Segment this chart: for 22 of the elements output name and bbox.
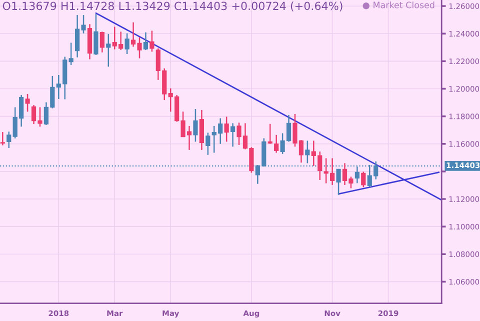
candlestick <box>6 130 12 149</box>
candlestick <box>193 108 198 142</box>
candlestick <box>206 132 210 156</box>
candlestick <box>25 93 30 112</box>
candlestick <box>224 116 229 142</box>
candlestick <box>199 109 204 151</box>
candlestick <box>124 32 130 55</box>
annotation: O1.13679 H1.14728 L1.13429 C1.14403 +0.00724 (+0.64%) <box>2 2 342 12</box>
candlestick <box>68 42 74 66</box>
candlestick <box>106 33 111 68</box>
candlestick <box>274 134 279 154</box>
candlestick <box>305 140 310 164</box>
candlestick <box>230 122 236 148</box>
candlestick <box>150 30 154 52</box>
annotation: ● Market Closed <box>362 2 434 10</box>
candlestick <box>361 171 366 188</box>
candlestick <box>94 13 98 56</box>
candlestick <box>0 131 5 146</box>
candlestick <box>336 168 341 196</box>
candlestick <box>143 32 148 51</box>
candlestick <box>268 123 272 145</box>
candlestick <box>100 31 104 53</box>
